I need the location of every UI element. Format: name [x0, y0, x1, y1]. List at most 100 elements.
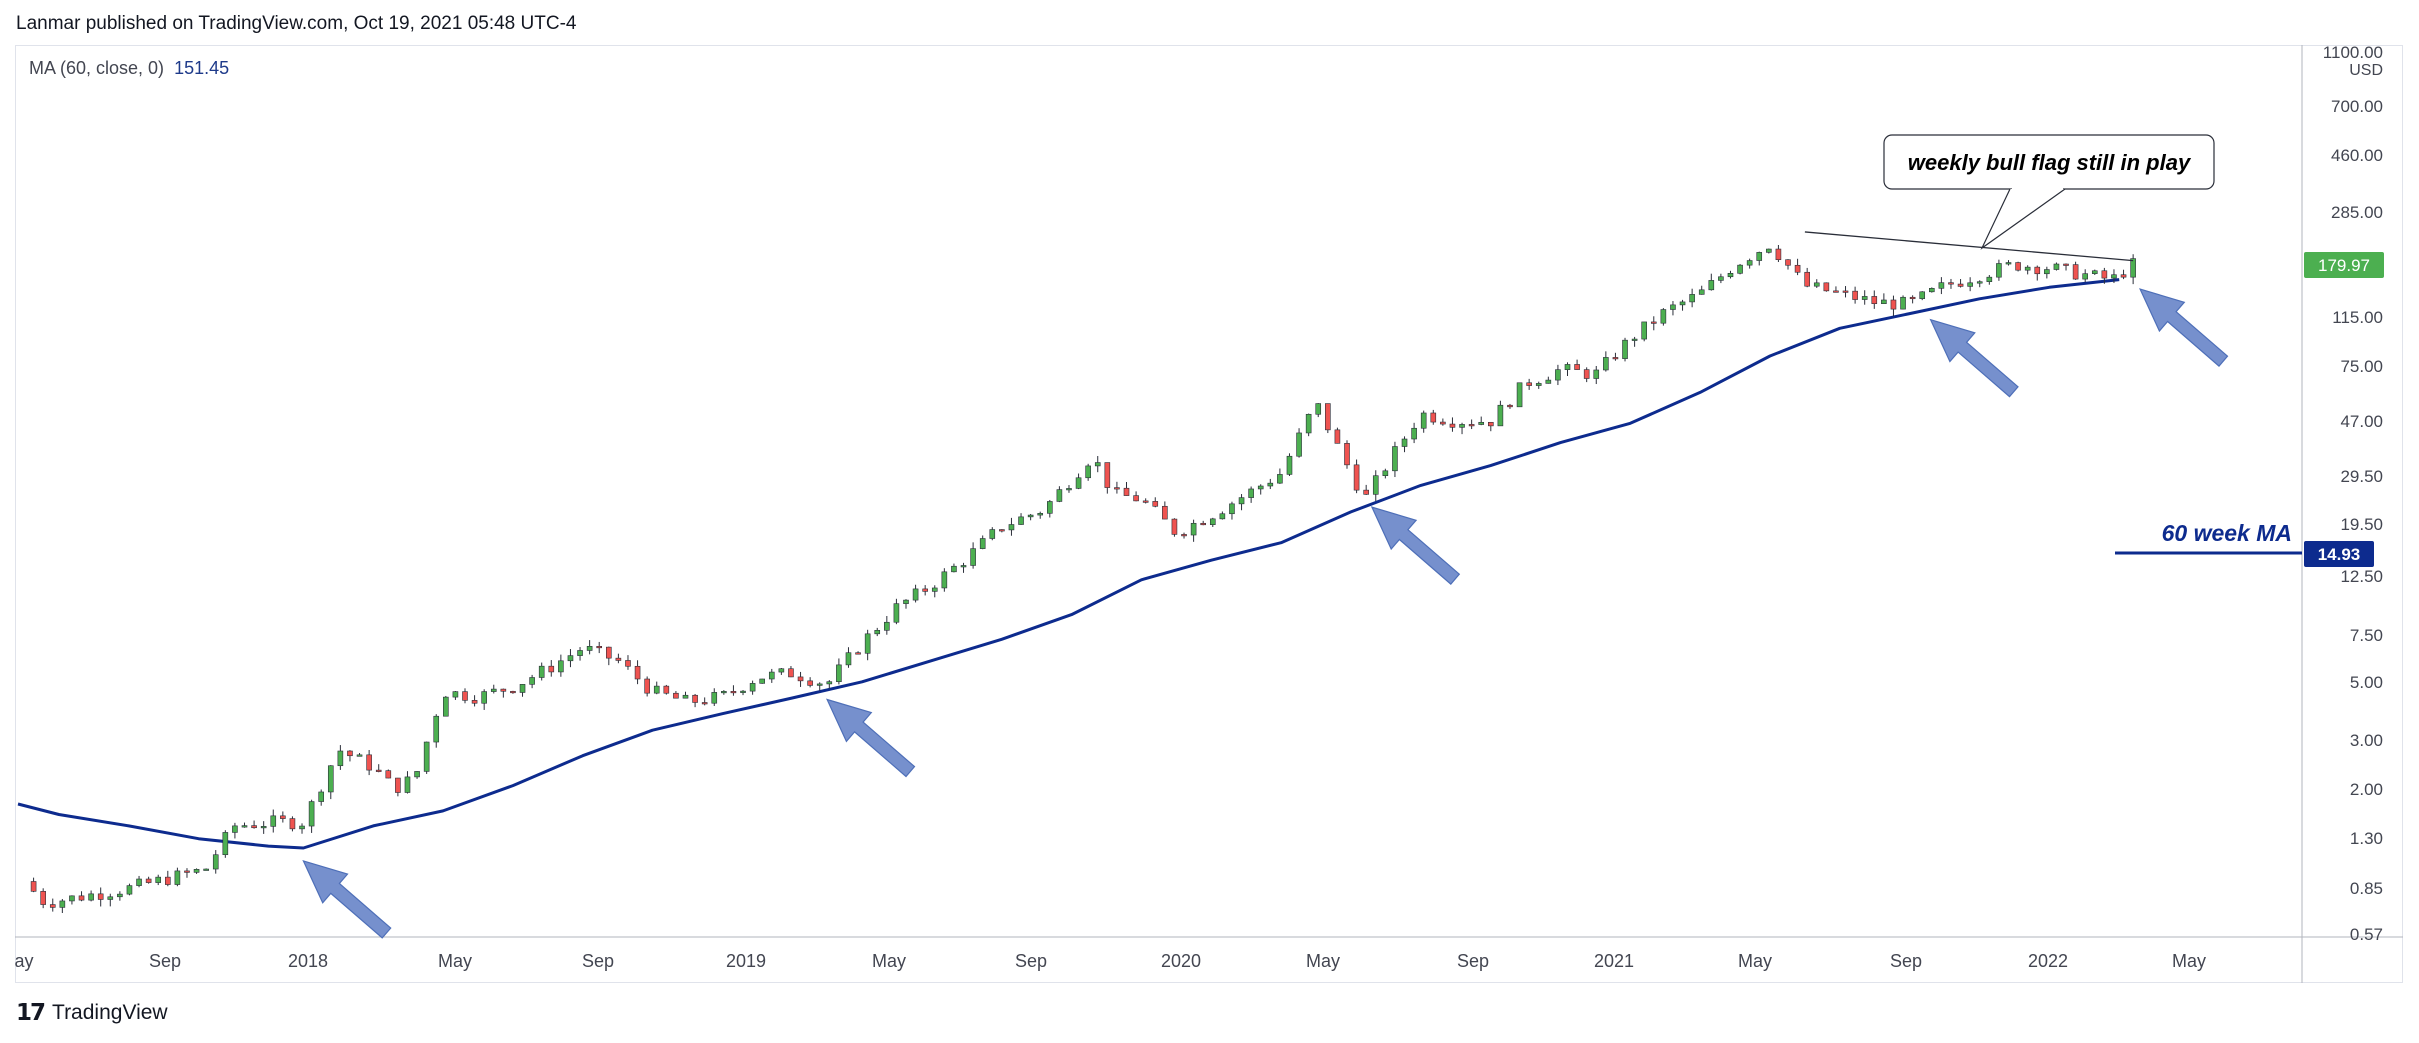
y-tick-label: 29.50	[2340, 467, 2383, 486]
candle-up	[1478, 421, 1485, 425]
candle-up	[1372, 475, 1379, 495]
candle-up	[778, 668, 785, 673]
candle-down	[692, 694, 698, 703]
candle-up	[740, 690, 746, 693]
candle-up	[1727, 273, 1734, 278]
candle-down	[1181, 534, 1187, 537]
candle-down	[1363, 489, 1369, 495]
x-tick-label: 2020	[1161, 951, 1201, 971]
candle-down	[606, 646, 612, 659]
candle-up	[318, 791, 324, 802]
candle-up	[327, 765, 334, 793]
x-tick-label: May	[2172, 951, 2206, 971]
candle-down	[2120, 274, 2127, 278]
candle-up	[1746, 260, 1753, 266]
candle-down	[366, 754, 372, 771]
y-tick-label: 2.00	[2350, 780, 2383, 799]
candle-up	[174, 870, 181, 885]
indicator-legend[interactable]: MA (60, close, 0) 151.45	[29, 58, 229, 79]
candle-down	[2015, 262, 2021, 271]
candle-down	[673, 692, 679, 699]
candle-down	[1574, 364, 1580, 370]
candle-up	[1670, 304, 1676, 310]
candle-up	[2082, 273, 2088, 280]
y-tick-label: 115.00	[2332, 308, 2383, 327]
candle-up	[1737, 264, 1743, 274]
candle-down	[730, 691, 737, 694]
candle-up	[979, 538, 986, 549]
candle-up	[1689, 294, 1695, 303]
candle-up	[270, 815, 277, 827]
candle-down	[1852, 290, 1858, 300]
candle-up	[241, 825, 248, 828]
candle-down	[1583, 369, 1590, 379]
brand-name: TradingView	[52, 1001, 168, 1024]
candle-down	[1488, 421, 1494, 427]
candle-down	[1526, 382, 1532, 386]
candle-down	[510, 690, 516, 694]
candle-up	[1622, 339, 1628, 359]
support-arrow-icon	[1370, 506, 1461, 585]
candle-up	[1075, 477, 1082, 489]
candle-down	[1804, 271, 1810, 287]
candle-up	[1986, 276, 1993, 282]
candle-down	[165, 876, 171, 885]
candle-up	[1679, 301, 1686, 306]
chart-frame[interactable]	[15, 45, 2403, 983]
candle-down	[855, 652, 861, 655]
candle-up	[1008, 524, 1015, 531]
candle-up	[1238, 497, 1245, 505]
support-arrow-icon	[826, 698, 916, 778]
y-tick-label: 460.00	[2331, 146, 2383, 165]
x-tick-label: 2019	[726, 951, 766, 971]
candle-up	[836, 664, 842, 682]
candle-down	[289, 818, 296, 830]
candle-up	[1459, 424, 1465, 428]
candle-down	[1152, 501, 1159, 507]
candle-down	[634, 665, 641, 680]
candle-up	[88, 893, 94, 901]
candle-down	[462, 691, 468, 701]
candle-up	[423, 741, 430, 772]
candle-up	[2130, 258, 2136, 278]
candle-up	[2024, 266, 2031, 271]
candle-down	[1142, 500, 1149, 503]
candle-down	[1104, 462, 1111, 488]
candle-down	[1785, 259, 1791, 266]
current-price-badge	[2304, 252, 2384, 278]
candle-down	[500, 688, 507, 692]
candle-up	[529, 677, 535, 685]
x-tick-label: May	[1738, 951, 1772, 971]
candle-down	[1449, 423, 1456, 428]
candle-up	[1976, 281, 1983, 284]
candle-down	[1133, 495, 1139, 502]
y-tick-label: 1100.00	[2323, 43, 2383, 62]
candle-up	[1257, 485, 1264, 490]
candle-down	[1200, 522, 1206, 526]
x-tick-label: Sep	[149, 951, 181, 971]
candle-up	[711, 692, 718, 704]
candle-up	[1094, 462, 1101, 467]
tradingview-brand[interactable]: 17 TradingView	[16, 1000, 168, 1026]
x-tick-label: ay	[14, 951, 33, 971]
candle-up	[1631, 338, 1638, 341]
candle-down	[1114, 487, 1120, 490]
candle-up	[874, 630, 881, 635]
candle-up	[1919, 291, 1926, 299]
candle-up	[414, 771, 420, 778]
candle-up	[816, 683, 823, 686]
ma-price-label: 14.93	[2318, 545, 2361, 564]
candle-down	[1650, 321, 1657, 324]
candle-up	[1996, 263, 2002, 278]
candle-up	[1229, 503, 1235, 515]
x-tick-label: Sep	[1457, 951, 1489, 971]
candle-down	[1794, 264, 1801, 273]
candle-up	[1564, 364, 1571, 370]
candle-up	[1603, 357, 1609, 371]
candle-up	[212, 854, 219, 870]
indicator-label: MA (60, close, 0)	[29, 58, 165, 78]
ma-annotation-label: 60 week MA	[2162, 520, 2292, 546]
candle-up	[443, 696, 449, 717]
candle-up	[1967, 282, 1973, 287]
